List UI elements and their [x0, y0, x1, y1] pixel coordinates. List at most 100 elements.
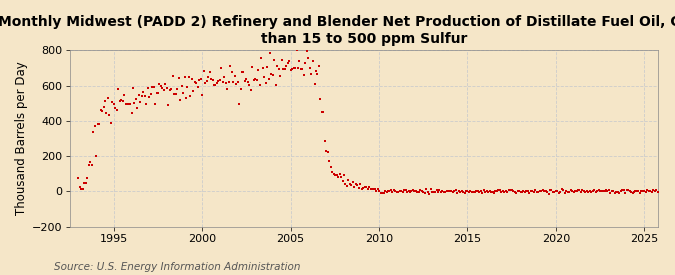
Point [481, 189, 492, 194]
Point [415, 188, 426, 192]
Point [352, 183, 362, 187]
Point [253, 68, 264, 73]
Point [489, 190, 500, 195]
Point [551, 188, 562, 193]
Point [567, 189, 578, 193]
Point [394, 189, 405, 193]
Point [76, 187, 87, 192]
Point [652, 190, 663, 194]
Point [109, 102, 119, 106]
Point [459, 191, 470, 195]
Point [500, 189, 511, 193]
Point [496, 190, 507, 194]
Point [319, 139, 330, 144]
Point [558, 188, 568, 193]
Point [315, 97, 326, 101]
Point [281, 64, 292, 68]
Point [273, 67, 284, 71]
Point [128, 86, 138, 90]
Point [309, 82, 320, 87]
Point [527, 189, 538, 193]
Point [335, 175, 346, 179]
Point [504, 188, 514, 192]
Point [611, 190, 622, 194]
Point [408, 187, 418, 192]
Point [179, 75, 190, 80]
Point [627, 191, 638, 195]
Point [521, 189, 532, 194]
Y-axis label: Thousand Barrels per Day: Thousand Barrels per Day [15, 62, 28, 215]
Text: Source: U.S. Energy Information Administration: Source: U.S. Energy Information Administ… [54, 262, 300, 272]
Point [344, 182, 355, 186]
Point [383, 188, 394, 193]
Point [434, 188, 445, 193]
Point [562, 190, 573, 194]
Point [313, 64, 324, 68]
Point [549, 190, 560, 194]
Point [608, 189, 619, 193]
Point [100, 98, 111, 103]
Point [381, 189, 392, 194]
Point [291, 48, 302, 53]
Point [324, 159, 335, 164]
Point [282, 61, 293, 65]
Point [555, 189, 566, 194]
Point [213, 79, 224, 84]
Point [130, 97, 141, 101]
Point [418, 190, 429, 195]
Point [646, 190, 657, 195]
Point [377, 190, 387, 195]
Point [547, 189, 558, 194]
Point [433, 190, 443, 194]
Point [641, 189, 651, 194]
Point [340, 181, 351, 186]
Point [464, 189, 475, 194]
Point [242, 80, 253, 84]
Point [266, 72, 277, 76]
Point [223, 79, 234, 84]
Point [574, 188, 585, 192]
Point [390, 189, 401, 194]
Point [74, 185, 85, 190]
Point [371, 189, 382, 193]
Point [446, 189, 457, 194]
Point [254, 83, 265, 88]
Point [331, 173, 342, 178]
Point [365, 187, 376, 191]
Point [263, 77, 274, 81]
Point [73, 176, 84, 180]
Point [455, 190, 466, 194]
Point [251, 77, 262, 82]
Point [409, 189, 420, 193]
Point [262, 65, 273, 69]
Point [163, 103, 173, 108]
Point [225, 64, 236, 68]
Point [369, 187, 380, 191]
Point [651, 188, 661, 192]
Point [490, 189, 501, 193]
Point [265, 51, 275, 55]
Point [207, 78, 218, 82]
Point [404, 189, 415, 194]
Point [92, 122, 103, 127]
Point [512, 189, 523, 193]
Point [325, 165, 336, 169]
Point [271, 83, 281, 87]
Point [581, 189, 592, 193]
Point [230, 73, 240, 78]
Point [113, 87, 124, 92]
Point [194, 78, 205, 83]
Point [275, 73, 286, 78]
Point [358, 186, 369, 190]
Point [206, 76, 217, 81]
Point [462, 189, 473, 193]
Point [231, 82, 242, 86]
Point [141, 102, 152, 106]
Point [182, 85, 193, 89]
Point [592, 189, 603, 193]
Point [522, 188, 533, 193]
Point [452, 191, 462, 195]
Point [166, 87, 177, 91]
Point [531, 190, 542, 194]
Point [125, 101, 136, 106]
